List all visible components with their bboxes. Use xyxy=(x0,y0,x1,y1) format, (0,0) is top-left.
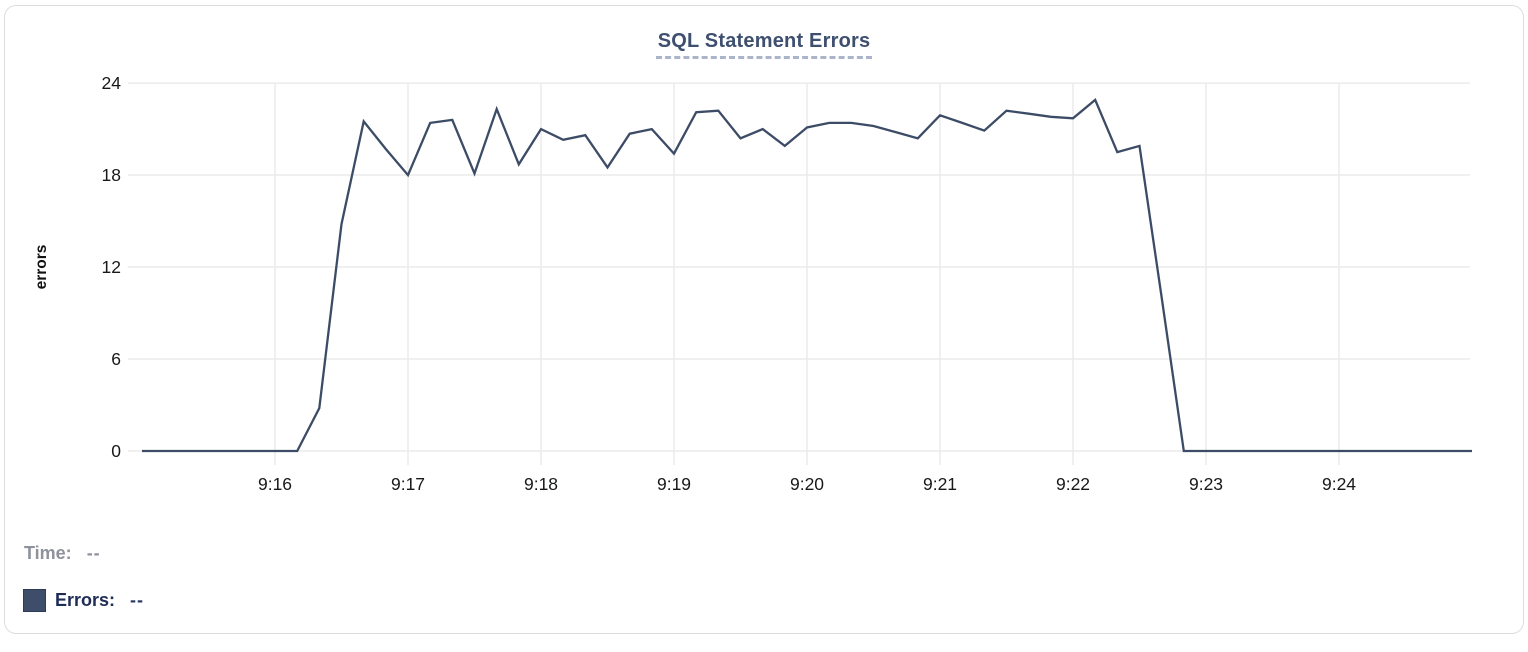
time-value: -- xyxy=(86,543,101,563)
time-label: Time: xyxy=(24,543,72,563)
x-axis-tick-label: 9:24 xyxy=(1322,474,1356,494)
x-axis-tick-label: 9:19 xyxy=(657,474,691,494)
errors-label: Errors: xyxy=(55,590,116,610)
errors-value: -- xyxy=(130,590,145,610)
x-axis-tick-label: 9:22 xyxy=(1056,474,1090,494)
y-axis-tick-label: 0 xyxy=(111,441,121,461)
errors-series-swatch xyxy=(23,589,46,612)
chart-title-container: SQL Statement Errors xyxy=(0,30,1528,59)
y-axis-tick-label: 6 xyxy=(111,349,121,369)
x-axis-tick-label: 9:17 xyxy=(391,474,425,494)
sql-errors-line-chart: 0 6 12 18 24 9:16 9:17 9:18 9:19 9:20 9:21 9:22 9:23… xyxy=(33,73,1472,494)
y-axis-tick-label: 24 xyxy=(102,73,122,93)
chart-panel xyxy=(4,5,1524,634)
y-axis-title: errors xyxy=(33,245,50,290)
errors-series-line xyxy=(142,98,1472,453)
legend-errors-row: Errors: -- xyxy=(23,589,144,612)
tooltip-time-row: Time: -- xyxy=(24,543,101,564)
x-axis-tick-label: 9:16 xyxy=(258,474,292,494)
chart-plot-area[interactable] xyxy=(142,83,1470,451)
x-axis-tick-label: 9:18 xyxy=(524,474,558,494)
x-axis-tick-label: 9:21 xyxy=(923,474,957,494)
y-axis-tick-label: 18 xyxy=(102,165,121,185)
y-axis-tick-label: 12 xyxy=(102,257,121,277)
x-axis-tick-label: 9:23 xyxy=(1189,474,1223,494)
chart-title-link[interactable]: SQL Statement Errors xyxy=(655,30,873,59)
x-axis-tick-label: 9:20 xyxy=(790,474,824,494)
